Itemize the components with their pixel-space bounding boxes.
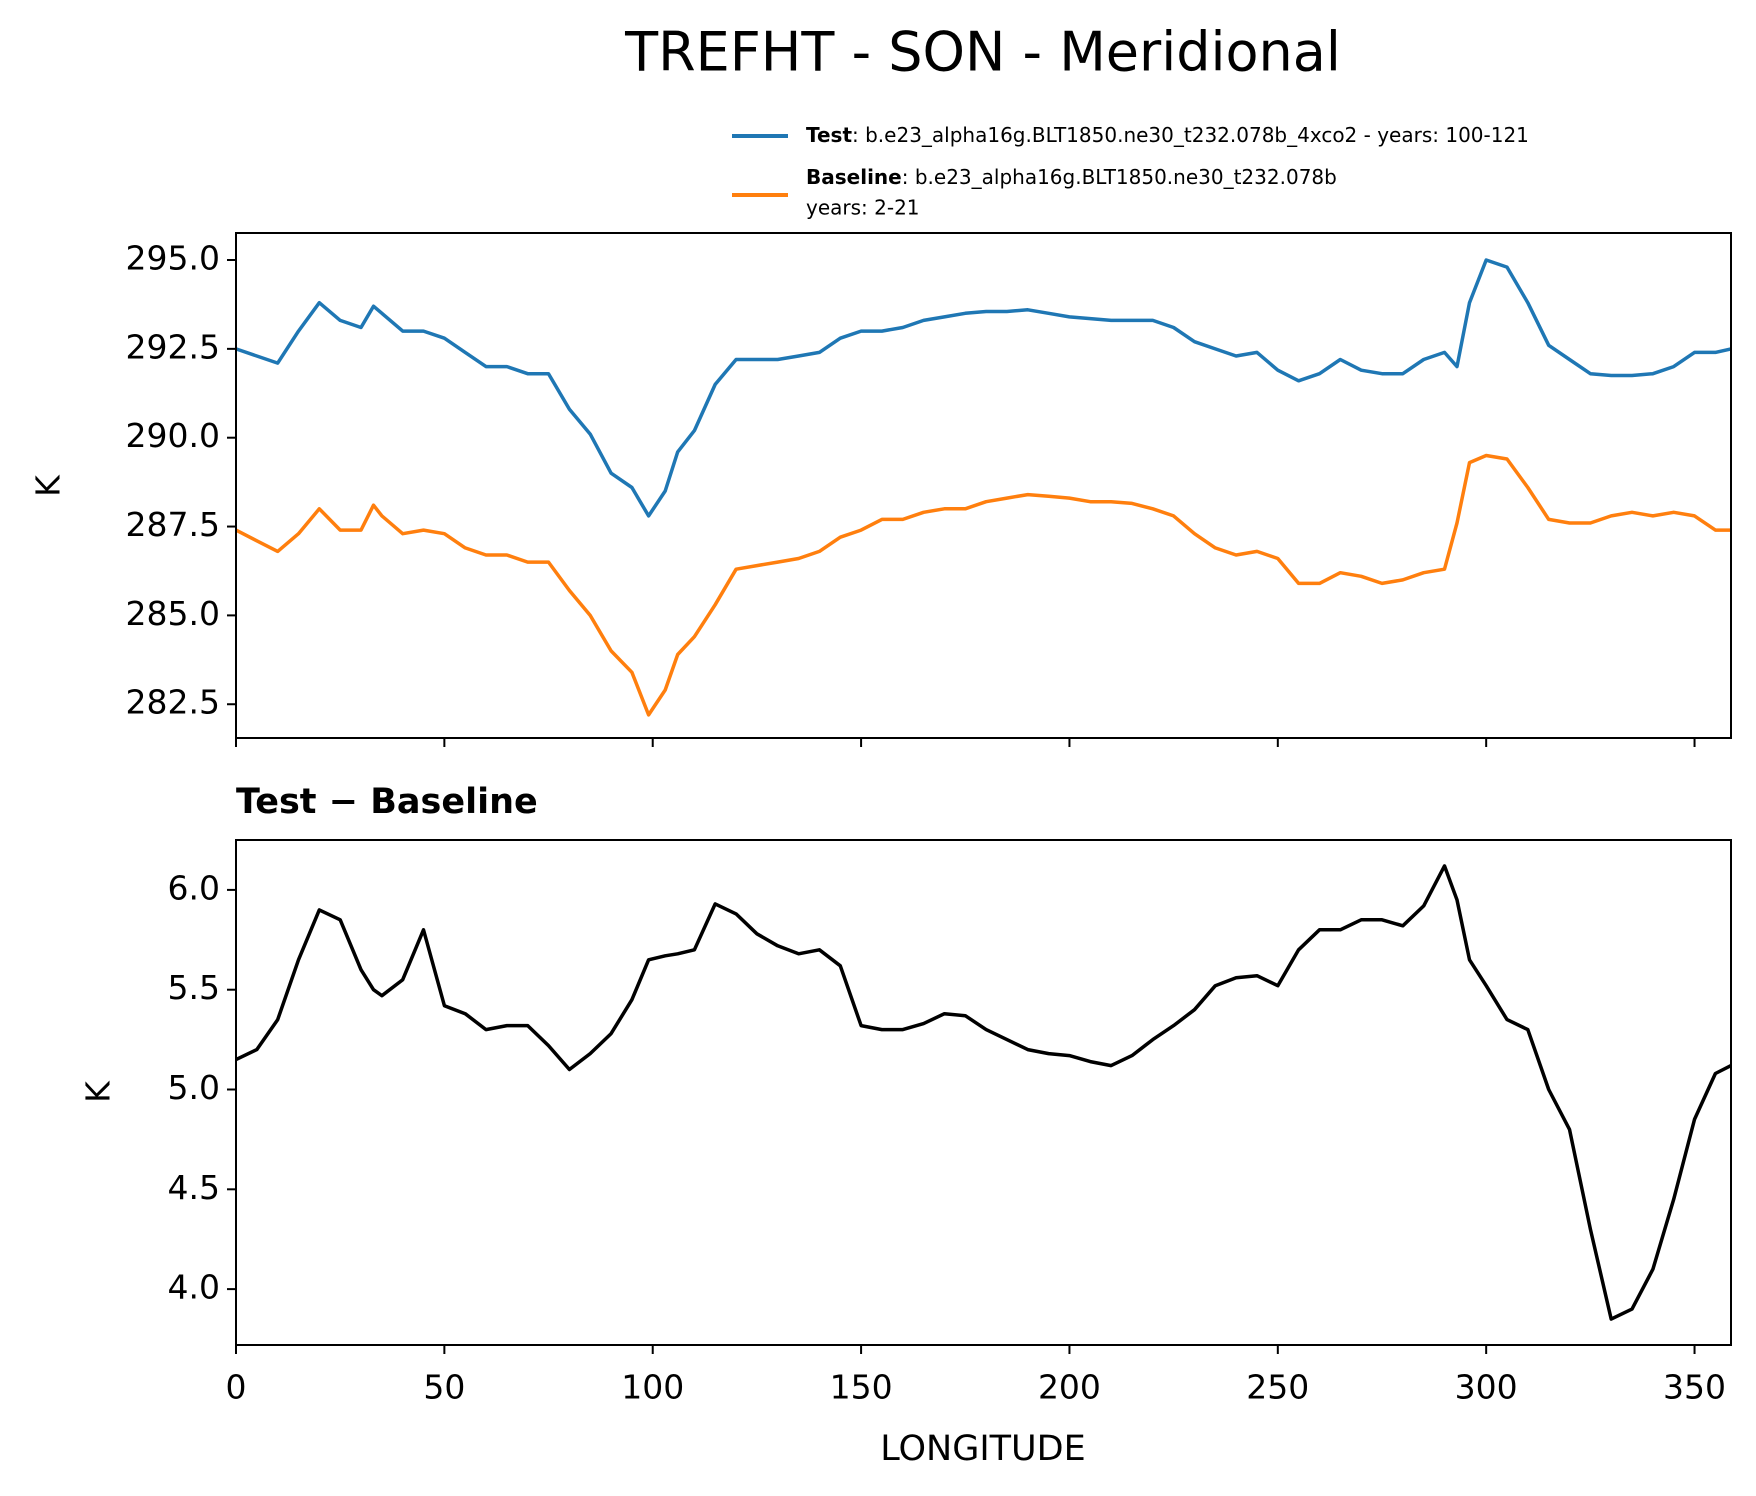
y-tick-label: 292.5 [126,327,220,366]
y-tick-label: 5.0 [168,1068,220,1107]
legend-name: Baseline [806,165,902,189]
y-tick-label: 290.0 [126,416,220,455]
y-tick-label: 5.5 [168,968,220,1007]
axes-frame [235,839,1732,1346]
data-line [235,453,1731,717]
x-tick-label: 50 [423,1368,465,1407]
x-tick-label: 0 [226,1368,247,1407]
legend-text: : b.e23_alpha16g.BLT1850.ne30_t232.078b [902,165,1337,189]
chart-title: TREFHT - SON - Meridional [624,21,1341,84]
legend-entry: Test: b.e23_alpha16g.BLT1850.ne30_t232.0… [806,123,1529,147]
legend-text: : b.e23_alpha16g.BLT1850.ne30_t232.078b_… [852,123,1529,147]
x-tick-label: 200 [1038,1368,1101,1407]
y-tick-label: 4.0 [168,1268,220,1307]
x-tick-label: 350 [1663,1368,1726,1407]
axes-frame [235,232,1732,739]
y-tick-label: 4.5 [168,1168,220,1207]
y-tick-label: 287.5 [126,505,220,544]
data-line [235,864,1732,1321]
x-tick-label: 100 [621,1368,684,1407]
x-tick-label: 250 [1246,1368,1309,1407]
x-axis-label: LONGITUDE [880,1429,1086,1469]
y-tick-label: 295.0 [126,239,220,278]
y-tick-label: 282.5 [126,683,220,722]
x-tick-label: 300 [1455,1368,1518,1407]
y-tick-label: 6.0 [168,868,220,907]
legend-entry: Baseline: b.e23_alpha16g.BLT1850.ne30_t2… [806,165,1337,189]
y-axis-label: K [79,1080,118,1103]
data-line [235,258,1732,518]
legend-name: Test [806,123,852,147]
y-axis-label: K [29,474,68,497]
y-tick-label: 285.0 [126,594,220,633]
x-tick-label: 150 [830,1368,893,1407]
subplot-title: Test − Baseline [236,782,538,822]
legend: Test: b.e23_alpha16g.BLT1850.ne30_t232.0… [806,123,1529,220]
legend-text: years: 2-21 [806,196,920,220]
